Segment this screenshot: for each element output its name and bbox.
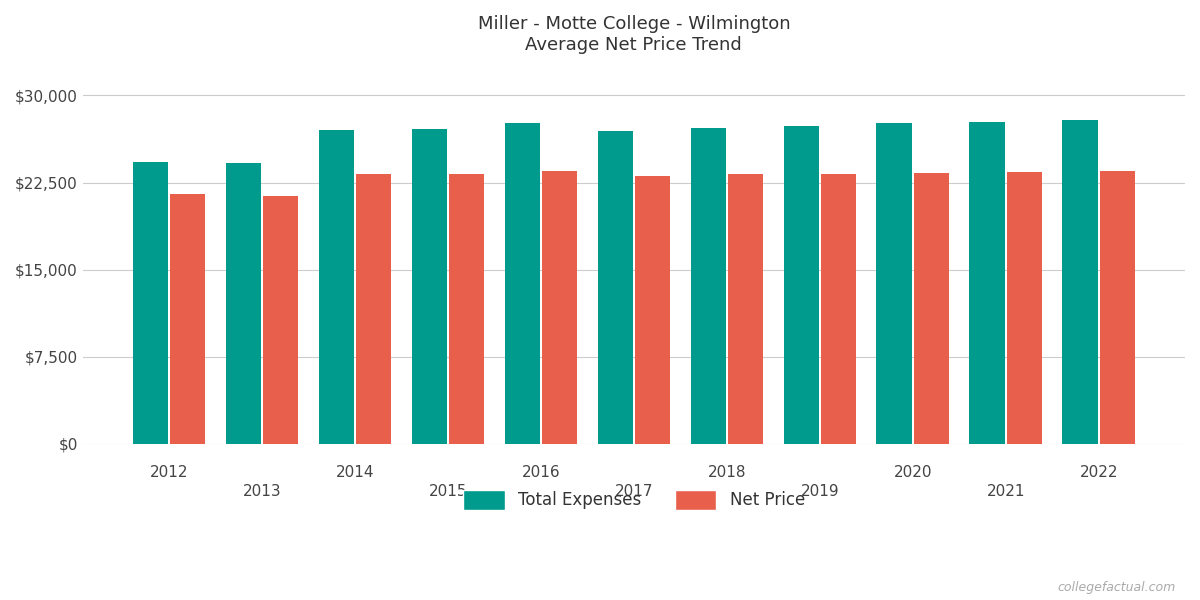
Text: 2018: 2018 <box>708 464 746 479</box>
Bar <box>226 163 262 443</box>
Bar <box>356 175 391 443</box>
Title: Miller - Motte College - Wilmington
Average Net Price Trend: Miller - Motte College - Wilmington Aver… <box>478 15 790 54</box>
Bar <box>784 125 818 443</box>
Bar <box>1007 172 1042 443</box>
Text: 2021: 2021 <box>986 484 1025 499</box>
Bar <box>412 129 448 443</box>
Legend: Total Expenses, Net Price: Total Expenses, Net Price <box>455 481 814 518</box>
Text: 2020: 2020 <box>894 464 932 479</box>
Text: 2019: 2019 <box>800 484 839 499</box>
Text: 2015: 2015 <box>428 484 467 499</box>
Bar <box>913 173 949 443</box>
Bar <box>505 124 540 443</box>
Bar <box>821 175 856 443</box>
Bar <box>876 124 912 443</box>
Bar <box>690 128 726 443</box>
Text: 2017: 2017 <box>614 484 653 499</box>
Text: collegefactual.com: collegefactual.com <box>1057 581 1176 594</box>
Text: 2014: 2014 <box>336 464 374 479</box>
Bar <box>170 194 205 443</box>
Bar <box>319 130 354 443</box>
Bar <box>635 176 670 443</box>
Bar <box>1062 120 1098 443</box>
Text: 2012: 2012 <box>150 464 188 479</box>
Text: 2013: 2013 <box>242 484 281 499</box>
Text: 2022: 2022 <box>1079 464 1118 479</box>
Bar <box>970 122 1004 443</box>
Bar <box>727 175 763 443</box>
Bar <box>133 161 168 443</box>
Bar <box>598 131 632 443</box>
Text: 2016: 2016 <box>522 464 560 479</box>
Bar <box>449 175 485 443</box>
Bar <box>1099 171 1135 443</box>
Bar <box>542 171 577 443</box>
Bar <box>263 196 299 443</box>
